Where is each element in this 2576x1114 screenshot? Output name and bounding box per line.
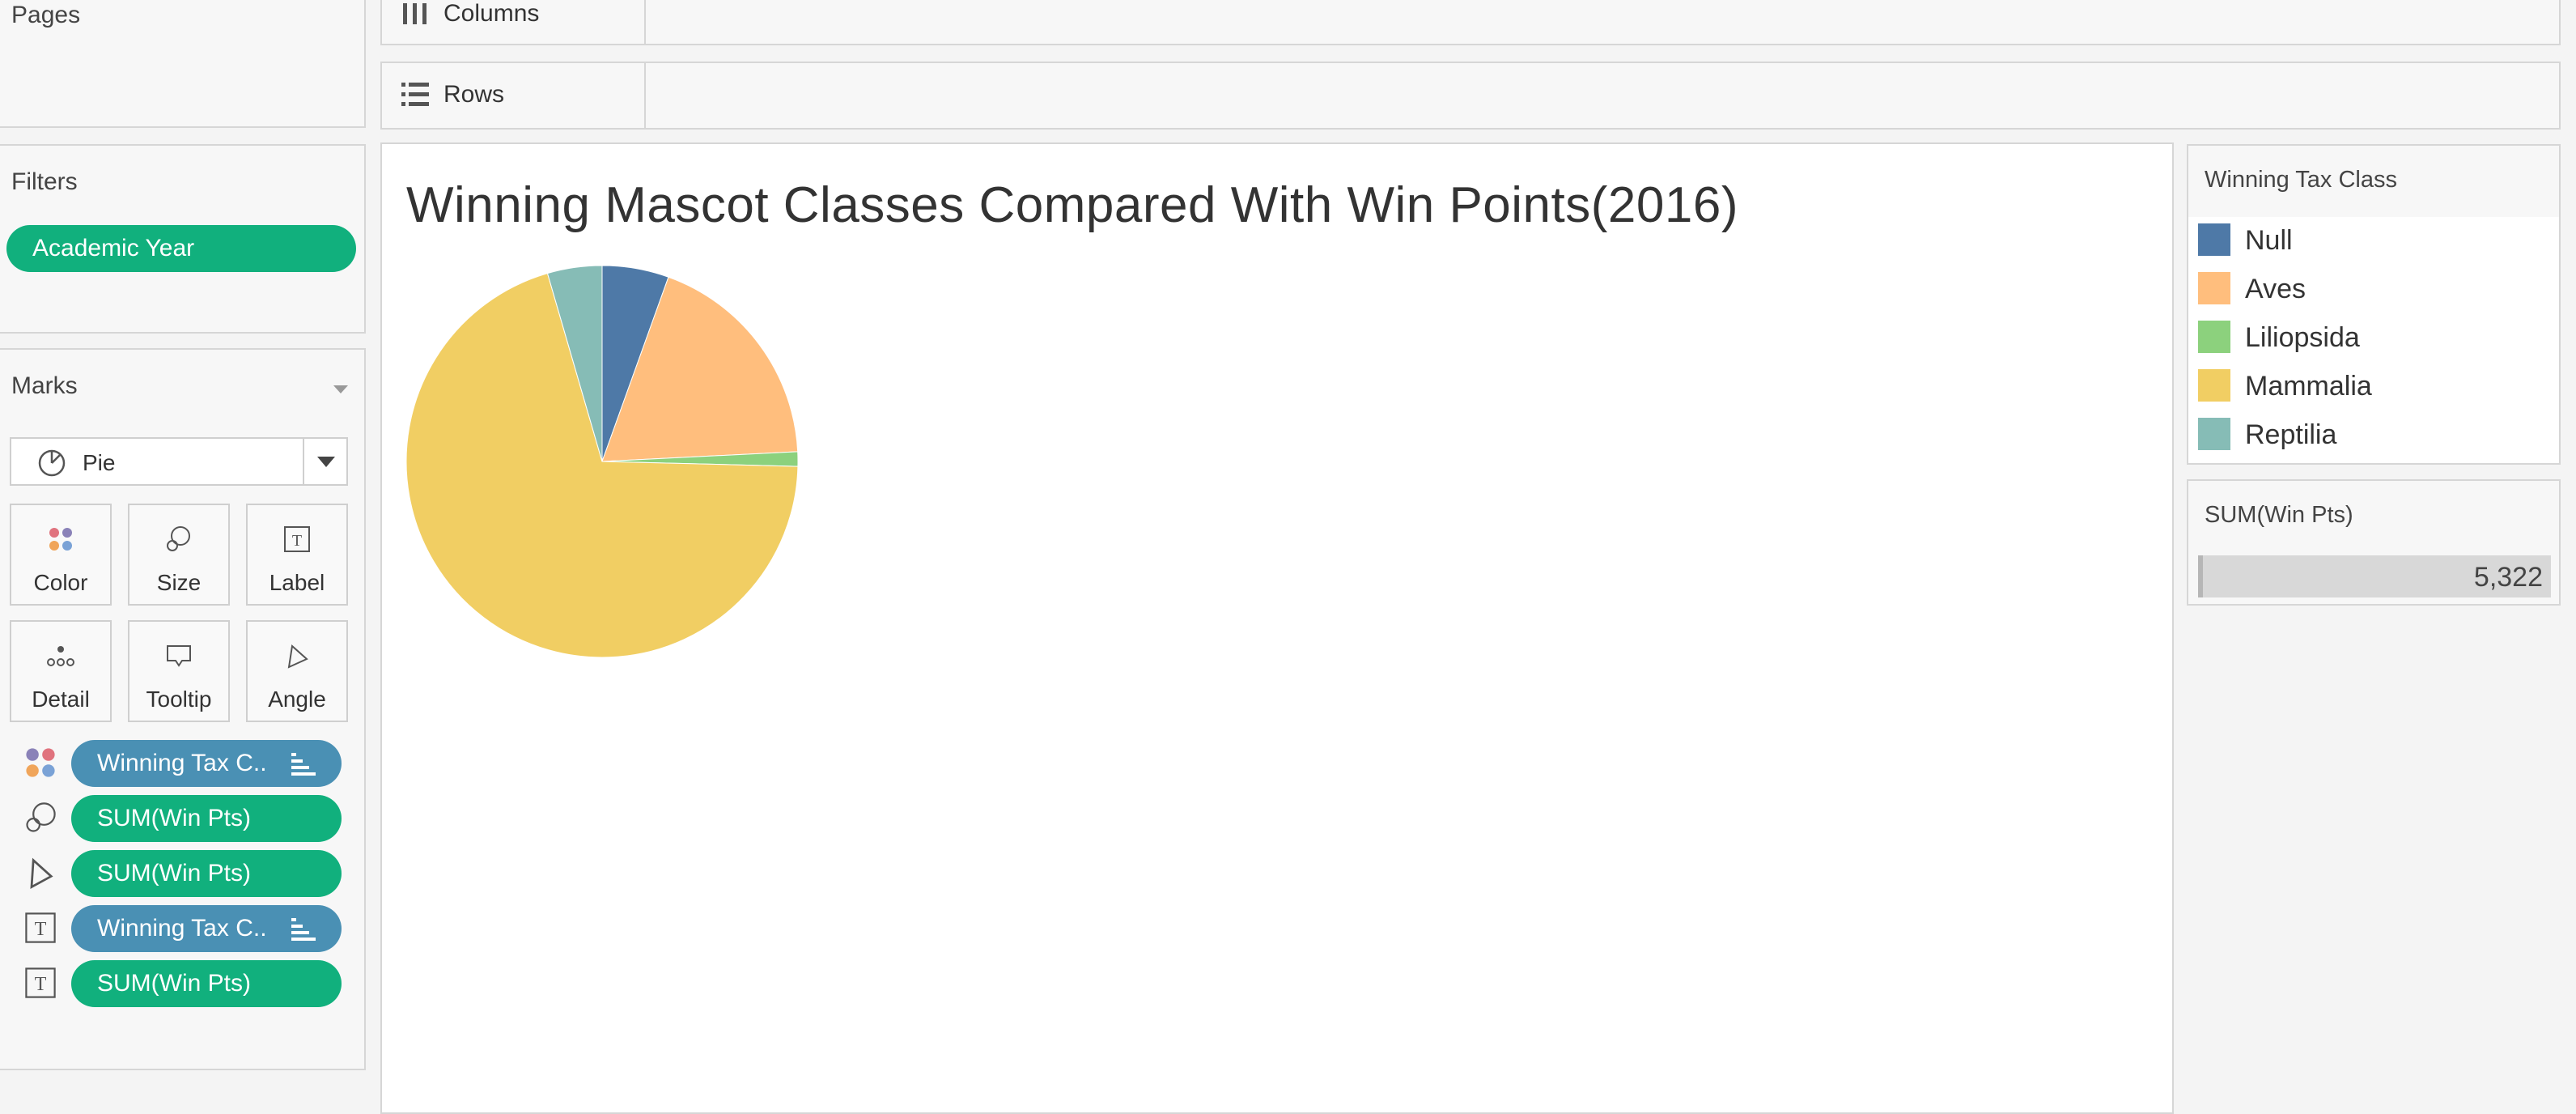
angle-shelf-pill[interactable]: SUM(Win Pts) [71, 850, 342, 897]
sort-icon [291, 918, 316, 941]
svg-text:T: T [35, 973, 47, 995]
detail-button[interactable]: Detail [10, 620, 112, 722]
size-legend-value: 5,322 [2473, 562, 2543, 593]
rows-label: Rows [443, 81, 505, 108]
color-icon [49, 528, 72, 551]
rows-shelf[interactable]: Rows [380, 62, 2561, 130]
size-button-label: Size [156, 570, 202, 595]
svg-text:T: T [292, 532, 302, 550]
label-button-label: Label [269, 570, 325, 595]
legend-swatch [2198, 418, 2230, 450]
color-legend: Winning Tax Class Null Aves Liliopsida Mamm… [2187, 144, 2561, 465]
pie-slice-reptilia[interactable] [546, 265, 603, 462]
filter-pill-academic-year[interactable]: Academic Year [6, 225, 356, 272]
detail-icon [47, 646, 74, 666]
mark-type-separator [303, 439, 304, 484]
filters-panel: Filters Academic Year [0, 144, 366, 334]
pie-chart[interactable] [400, 259, 804, 664]
mark-type-label: Pie [83, 450, 116, 475]
color-icon [23, 745, 58, 780]
size-icon [23, 800, 58, 836]
pages-title: Pages [11, 2, 81, 28]
rows-divider [644, 63, 646, 128]
legend-label: Liliopsida [2245, 322, 2360, 353]
tooltip-button[interactable]: Tooltip [128, 620, 230, 722]
marks-panel: Marks Pie Color Size T Label Detail [0, 348, 366, 1070]
label-shelf-pill-tax-class-label: Winning Tax C.. [97, 915, 267, 942]
legend-label: Null [2245, 225, 2293, 256]
filters-title: Filters [11, 168, 78, 195]
tooltip-icon [167, 645, 191, 667]
angle-button[interactable]: Angle [246, 620, 348, 722]
color-shelf-pill[interactable]: Winning Tax C.. [71, 740, 342, 787]
marks-menu-caret-icon[interactable] [333, 385, 348, 393]
size-legend-title: SUM(Win Pts) [2205, 502, 2353, 528]
legend-swatch [2198, 272, 2230, 304]
legend-swatch [2198, 321, 2230, 353]
mark-type-dropdown[interactable]: Pie [10, 437, 348, 486]
svg-text:T: T [35, 918, 47, 940]
pie-slice-mammalia[interactable] [405, 272, 799, 658]
viz-canvas[interactable]: Winning Mascot Classes Compared With Win… [380, 142, 2174, 1114]
tooltip-button-label: Tooltip [146, 687, 212, 712]
label-shelf-pill-win-pts[interactable]: SUM(Win Pts) [71, 960, 342, 1007]
label-icon: T [23, 965, 58, 1001]
label-shelf-pill-tax-class[interactable]: Winning Tax C.. [71, 905, 342, 952]
marks-title: Marks [11, 372, 78, 399]
angle-icon [287, 644, 308, 669]
sort-icon [291, 753, 316, 776]
label-icon: T [284, 526, 310, 552]
chart-title: Winning Mascot Classes Compared With Win… [406, 177, 1738, 233]
color-button[interactable]: Color [10, 504, 112, 606]
columns-label: Columns [443, 0, 540, 27]
chevron-down-icon[interactable] [317, 457, 335, 467]
legend-label: Reptilia [2245, 419, 2337, 450]
color-button-label: Color [33, 570, 88, 595]
legend-swatch [2198, 223, 2230, 256]
columns-icon [403, 3, 427, 24]
size-legend-bar: 5,322 [2198, 555, 2551, 597]
legend-label: Mammalia [2245, 371, 2372, 402]
size-icon [167, 526, 190, 551]
size-button[interactable]: Size [128, 504, 230, 606]
pie-type-icon [38, 449, 66, 477]
legend-swatch [2198, 369, 2230, 402]
pie-slice-aves[interactable] [601, 276, 799, 462]
legend-label: Aves [2245, 274, 2306, 304]
pages-panel: Pages [0, 0, 366, 128]
color-legend-title: Winning Tax Class [2205, 167, 2398, 193]
color-shelf-pill-label: Winning Tax C.. [97, 750, 267, 776]
angle-icon [23, 855, 58, 891]
rows-icon [401, 83, 429, 106]
color-legend-header [2188, 146, 2559, 217]
label-icon: T [23, 910, 58, 946]
angle-button-label: Angle [268, 687, 326, 712]
label-button[interactable]: T Label [246, 504, 348, 606]
size-shelf-pill[interactable]: SUM(Win Pts) [71, 795, 342, 842]
size-legend: SUM(Win Pts) 5,322 [2187, 479, 2561, 606]
columns-divider [644, 0, 646, 44]
columns-shelf[interactable]: Columns [380, 0, 2561, 45]
detail-button-label: Detail [32, 687, 90, 712]
